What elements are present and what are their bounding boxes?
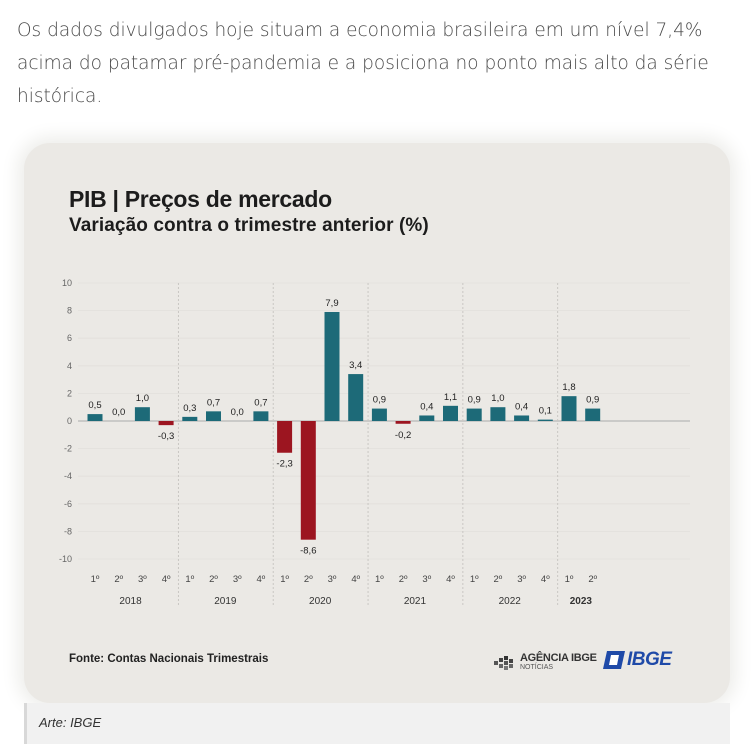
ibge-logo: IBGE: [603, 649, 672, 671]
x-tick-label: 2º: [494, 574, 503, 585]
bar-value-label: 0,9: [468, 395, 481, 406]
bar: [134, 407, 150, 421]
chart-subtitle: Variação contra o trimestre anterior (%): [69, 215, 429, 236]
credit-text: Arte: IBGE: [39, 715, 102, 730]
ibge-mark-icon: [603, 651, 625, 669]
bar-value-label: 0,1: [539, 406, 552, 417]
x-tick-label: 4º: [446, 574, 455, 585]
bar: [324, 311, 340, 421]
y-tick-label: -8: [64, 526, 72, 536]
year-label: 2020: [309, 596, 332, 607]
year-label: 2021: [404, 596, 427, 607]
bar-value-label: 1,8: [562, 382, 575, 393]
x-tick-label: 3º: [422, 574, 431, 585]
x-tick-label: 1º: [375, 574, 384, 585]
bar-value-label: -0,2: [395, 430, 411, 441]
bar-value-label: 0,7: [207, 397, 220, 408]
y-tick-label: 4: [67, 361, 72, 371]
bar: [253, 411, 269, 421]
bar: [158, 421, 174, 426]
bar: [300, 421, 316, 540]
bar-value-label: -2,3: [276, 459, 292, 470]
x-tick-label: 1º: [185, 574, 194, 585]
bar: [277, 421, 293, 453]
bar: [466, 408, 482, 421]
bar-value-label: 1,0: [491, 393, 504, 404]
agencia-cube-icon: [494, 655, 516, 671]
y-tick-label: -4: [64, 471, 72, 481]
x-tick-label: 2º: [114, 574, 123, 585]
bar-value-label: 0,9: [373, 395, 386, 406]
x-tick-label: 4º: [162, 574, 171, 585]
bar-value-label: -8,6: [300, 546, 316, 557]
year-label: 2018: [119, 596, 142, 607]
bar-value-label: 0,0: [231, 407, 244, 418]
y-tick-label: 0: [67, 416, 72, 426]
year-label: 2022: [499, 596, 522, 607]
bar-value-label: 0,7: [254, 397, 267, 408]
year-label: 2019: [214, 596, 237, 607]
bar: [182, 416, 198, 421]
bar: [419, 415, 435, 421]
x-tick-label: 2º: [304, 574, 313, 585]
image-credit: Arte: IBGE: [24, 703, 730, 744]
x-tick-label: 3º: [138, 574, 147, 585]
bar: [395, 421, 411, 424]
ibge-logo-text: IBGE: [627, 649, 672, 670]
bar: [443, 405, 458, 421]
chart-card: [24, 143, 730, 703]
x-tick-label: 3º: [328, 574, 337, 585]
bar: [87, 414, 103, 421]
y-tick-label: -10: [59, 554, 72, 564]
y-tick-label: 2: [67, 388, 72, 398]
x-tick-label: 1º: [565, 574, 574, 585]
bar: [490, 407, 506, 421]
bar-value-label: 0,0: [112, 407, 125, 418]
x-tick-label: 4º: [351, 574, 360, 585]
bar-value-label: 1,1: [444, 392, 457, 403]
bar-value-label: 0,9: [586, 395, 599, 406]
chart-title: PIB | Preços de mercado: [69, 186, 332, 212]
y-tick-label: 8: [67, 306, 72, 316]
agencia-logo-text: AGÊNCIA IBGE: [520, 652, 597, 664]
bar-value-label: 3,4: [349, 360, 362, 371]
bar-value-label: 1,0: [136, 393, 149, 404]
article-paragraph: Os dados divulgados hoje situam a econom…: [17, 20, 709, 107]
x-tick-label: 2º: [588, 574, 597, 585]
bar-value-label: 0,3: [183, 403, 196, 414]
x-tick-label: 1º: [91, 574, 100, 585]
y-tick-label: 6: [67, 333, 72, 343]
x-tick-label: 2º: [399, 574, 408, 585]
bar-value-label: 0,4: [420, 401, 433, 412]
x-tick-label: 1º: [280, 574, 289, 585]
bar: [561, 396, 577, 421]
x-tick-label: 4º: [257, 574, 266, 585]
bar: [585, 408, 601, 421]
year-label: 2023: [570, 596, 593, 607]
x-tick-label: 4º: [541, 574, 550, 585]
x-tick-label: 2º: [209, 574, 218, 585]
bar-value-label: 0,5: [88, 400, 101, 411]
bar-value-label: -0,3: [158, 431, 174, 442]
source-note: Fonte: Contas Nacionais Trimestrais: [69, 653, 269, 665]
bar-value-label: 0,4: [515, 401, 528, 412]
bar: [348, 374, 364, 421]
x-tick-label: 1º: [470, 574, 479, 585]
bar: [514, 415, 530, 421]
agencia-ibge-logo: AGÊNCIA IBGE NOTÍCIAS: [494, 651, 597, 675]
y-tick-label: -2: [64, 444, 72, 454]
x-tick-label: 3º: [517, 574, 526, 585]
x-tick-label: 3º: [233, 574, 242, 585]
bar: [537, 419, 553, 421]
y-tick-label: 10: [62, 278, 72, 288]
bar: [371, 408, 387, 421]
bar-value-label: 7,9: [325, 298, 338, 309]
agencia-logo-subtext: NOTÍCIAS: [520, 664, 554, 671]
y-tick-label: -6: [64, 499, 72, 509]
bar: [206, 411, 221, 421]
